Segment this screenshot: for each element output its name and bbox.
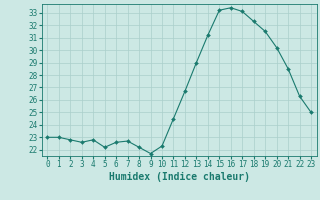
- X-axis label: Humidex (Indice chaleur): Humidex (Indice chaleur): [109, 172, 250, 182]
